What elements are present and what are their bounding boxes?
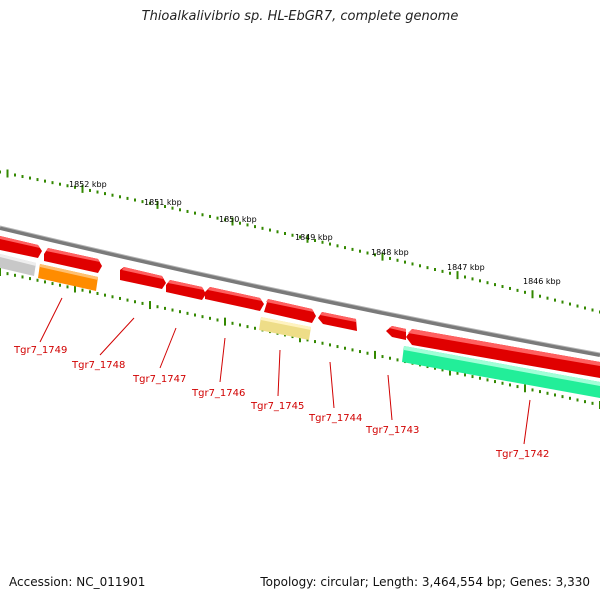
kbp-ruler: 1852 kbp 1851 kbp 1850 kbp 1849 kbp 1848 kbp… <box>0 169 600 314</box>
gene-feature-1745b[interactable] <box>205 287 264 311</box>
kbp-label: 1851 kbp <box>144 198 182 207</box>
gene-leader-line <box>219 337 226 383</box>
gene-label-tgr7_1744[interactable]: Tgr7_1744 <box>308 413 362 424</box>
gene-feature-1742[interactable] <box>406 329 600 378</box>
gene-label-tgr7_1748[interactable]: Tgr7_1748 <box>71 360 125 371</box>
gene-leader-line <box>329 361 335 409</box>
accession-text: Accession: NC_011901 <box>9 575 146 589</box>
gene-leader-line <box>387 374 393 421</box>
kbp-label: 1849 kbp <box>295 233 333 242</box>
gene-feature-orange[interactable] <box>38 264 98 291</box>
gene-labels: Tgr7_1749 Tgr7_1748 Tgr7_1747 Tgr7_1746 Tgr7… <box>13 297 549 460</box>
gene-feature-1749[interactable] <box>44 248 102 273</box>
kbp-label: 1850 kbp <box>219 215 257 224</box>
gene-feature-1750[interactable] <box>0 236 42 258</box>
gene-label-tgr7_1742[interactable]: Tgr7_1742 <box>495 449 549 460</box>
map-title: Thioalkalivibrio sp. HL-EbGR7, complete … <box>141 9 459 24</box>
gene-leader-line <box>159 327 177 369</box>
gene-feature-1744[interactable] <box>318 312 357 331</box>
gene-feature-1746[interactable] <box>166 280 206 300</box>
gene-feature-grey[interactable] <box>0 254 36 276</box>
gene-label-tgr7_1747[interactable]: Tgr7_1747 <box>132 374 186 385</box>
gene-feature-teal[interactable] <box>402 346 600 398</box>
gene-label-tgr7_1745[interactable]: Tgr7_1745 <box>250 401 304 412</box>
topology-text: Topology: circular; Length: 3,464,554 bp… <box>260 575 590 589</box>
gene-leader-line <box>277 349 281 397</box>
kbp-label: 1846 kbp <box>523 277 561 286</box>
backbone <box>0 225 600 357</box>
gene-label-tgr7_1749[interactable]: Tgr7_1749 <box>13 345 67 356</box>
feature-track <box>0 236 600 398</box>
kbp-label: 1848 kbp <box>371 248 409 257</box>
gene-leader-line <box>39 297 63 343</box>
gene-feature-1745[interactable] <box>264 299 316 323</box>
kbp-label: 1847 kbp <box>447 263 485 272</box>
gene-feature-yellow[interactable] <box>259 317 311 340</box>
gene-leader-line <box>99 317 135 356</box>
gene-label-tgr7_1746[interactable]: Tgr7_1746 <box>191 388 245 399</box>
gene-feature-1747[interactable] <box>120 267 166 289</box>
gene-leader-line <box>523 399 531 445</box>
kbp-label: 1852 kbp <box>69 180 107 189</box>
gene-label-tgr7_1743[interactable]: Tgr7_1743 <box>365 425 419 436</box>
